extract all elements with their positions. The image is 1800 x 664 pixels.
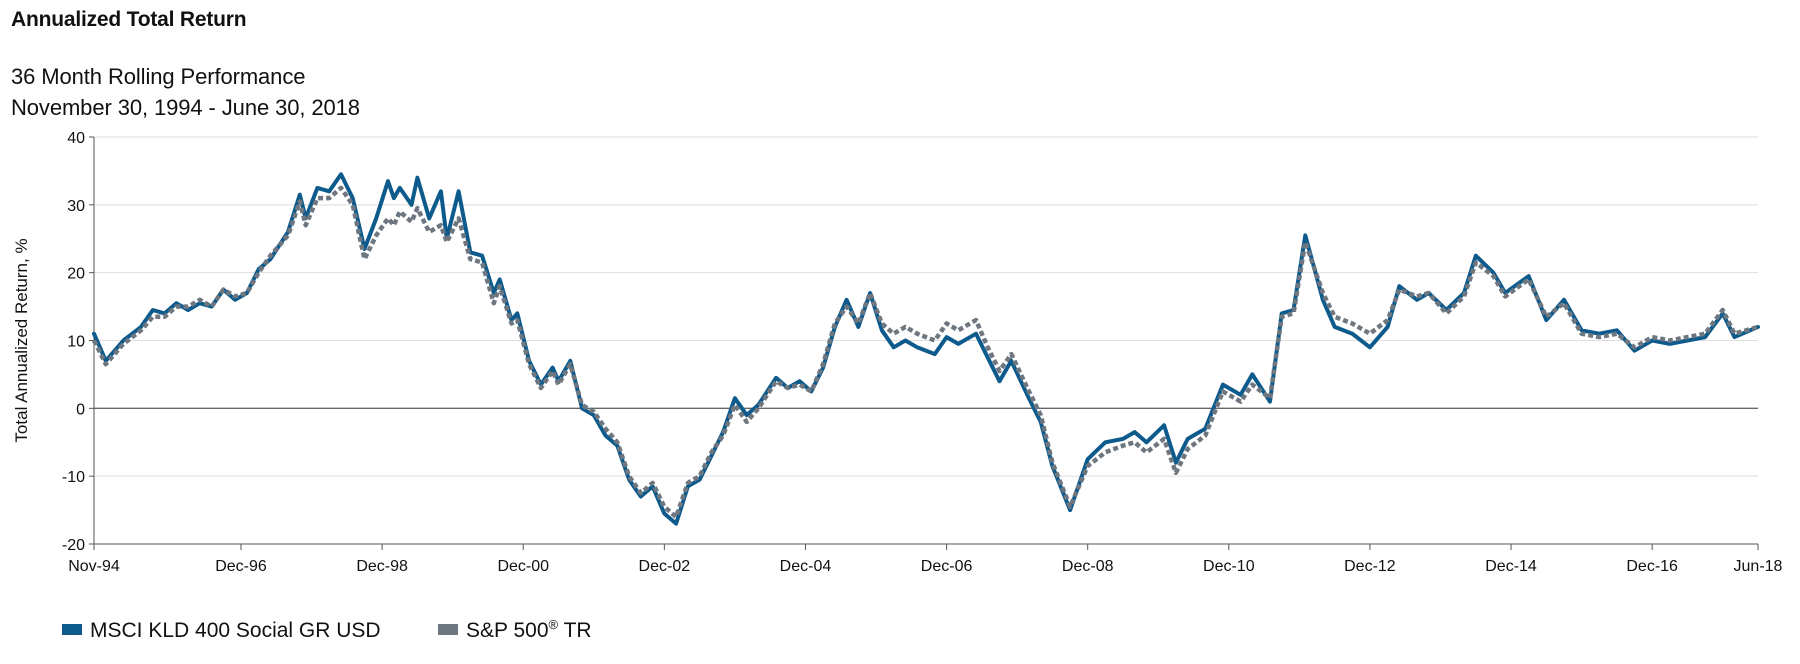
x-tick-label: Dec-08: [1062, 558, 1114, 575]
y-tick-label: 10: [67, 334, 85, 351]
y-tick-label: 40: [67, 130, 85, 147]
legend-item-sp500: S&P 500® TR: [438, 617, 592, 642]
y-tick-label: 0: [76, 401, 85, 418]
legend-swatch-msci: [62, 624, 82, 635]
x-tick-label: Dec-98: [356, 558, 408, 575]
x-tick-label: Dec-06: [921, 558, 973, 575]
x-tick-label: Jun-18: [1734, 558, 1783, 575]
series-line-msci: [92, 172, 1760, 526]
x-tick-label: Nov-94: [68, 558, 120, 575]
legend-label-sp500-sup: ®: [549, 617, 559, 632]
x-tick-label: Dec-00: [497, 558, 549, 575]
x-tick-label: Dec-16: [1626, 558, 1678, 575]
x-tick-label: Dec-96: [215, 558, 267, 575]
legend-label-msci: MSCI KLD 400 Social GR USD: [90, 619, 381, 642]
x-tick-label: Dec-04: [780, 558, 832, 575]
legend-swatch-sp500: [438, 624, 458, 635]
y-tick-label: -20: [62, 537, 85, 554]
y-tick-label: 20: [67, 266, 85, 283]
legend-label-sp500-main: S&P 500: [466, 619, 549, 642]
legend-item-msci: MSCI KLD 400 Social GR USD: [62, 619, 381, 642]
axes: -20 -10 0 10 20 30 40 Nov-94 Dec-96 Dec-98 Dec-00 D…: [62, 130, 1783, 575]
chart-subtitle-period: 36 Month Rolling Performance: [11, 64, 306, 89]
series-lines: [91, 172, 1760, 526]
y-tick-label: 30: [67, 198, 85, 215]
chart-subtitle-date-range: November 30, 1994 - June 30, 2018: [11, 95, 360, 120]
x-tick-label: Dec-12: [1344, 558, 1396, 575]
x-tick-label: Dec-14: [1485, 558, 1537, 575]
legend: MSCI KLD 400 Social GR USD S&P 500® TR: [62, 617, 592, 642]
y-tick-label: -10: [62, 469, 85, 486]
chart-title: Annualized Total Return: [11, 8, 247, 31]
legend-label-sp500-tail: TR: [558, 619, 591, 642]
x-tick-label: Dec-10: [1203, 558, 1255, 575]
y-axis-title: Total Annualized Return, %: [12, 238, 31, 442]
gridlines: [94, 136, 1758, 477]
legend-label-sp500: S&P 500® TR: [466, 617, 592, 642]
x-tick-label: Dec-02: [639, 558, 691, 575]
